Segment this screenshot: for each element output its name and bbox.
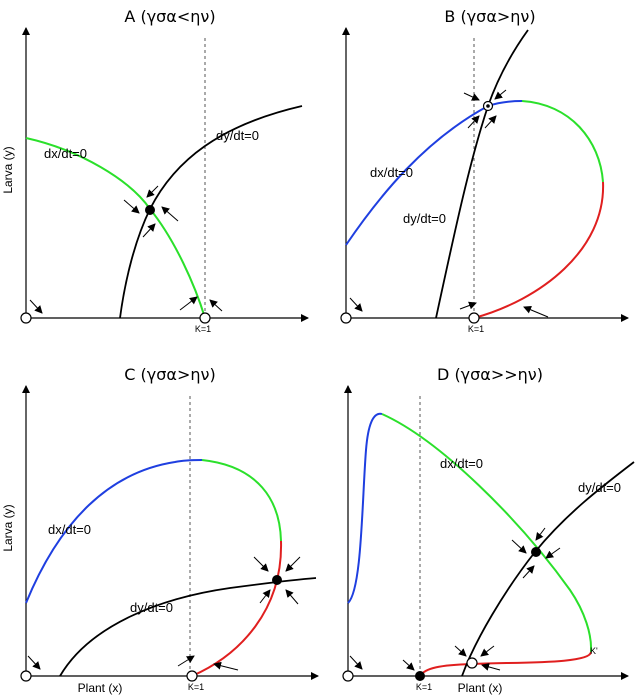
panel-c-dx-nullcline-green [201,459,282,542]
panel-d-xlabel: Plant (x) [458,681,503,695]
panel-b-arrows [349,89,549,318]
panel-b-dx-nullcline-red [473,181,605,319]
panel-a-dy-label: dy/dt=0 [216,128,259,143]
panel-c-dx-label: dx/dt=0 [48,522,91,537]
panel-d-k-label: K=1 [416,682,432,692]
panel-c: C (γσα>ην) Larva (y) Plant (x) dx/dt=0 d… [1,365,319,695]
panel-c-dx-nullcline-blue [25,459,203,604]
panel-a-dy-nullcline [119,105,303,319]
panel-c-arrows [27,556,301,671]
panel-b: B (γσα>ην) dx/dt=0 dy/dt=0 K=1 [340,7,629,334]
panel-d-equilibrium-stable [531,547,541,557]
panel-d-saddle-point [466,657,478,669]
panel-a-k-point [199,312,211,324]
panel-d-origin [342,670,354,682]
panel-d-title: D (γσα>>ην) [437,365,543,384]
panel-a-ylabel: Larva (y) [1,146,15,193]
panel-b-k-label: K=1 [468,324,484,334]
panel-d-dx-nullcline-green [381,413,593,653]
panel-d-k-point [415,671,425,681]
panel-c-equilibrium-stable [272,575,282,585]
panel-a-equilibrium-stable [145,205,155,215]
panel-b-dy-label: dy/dt=0 [403,211,446,226]
panel-d-dx-label: dx/dt=0 [440,456,483,471]
panel-d-dy-label: dy/dt=0 [578,480,621,495]
panel-d-dx-nullcline-red [419,651,592,677]
panel-b-title: B (γσα>ην) [444,7,535,26]
panel-a-origin [20,312,32,324]
panel-d: D (γσα>>ην) Plant (x) dx/dt=0 dy/dt=0 K=… [342,365,635,695]
panel-c-dy-nullcline [59,577,317,677]
panel-a-dx-label: dx/dt=0 [44,146,87,161]
panel-a-arrows [29,185,223,314]
panel-b-dx-nullcline-green [521,100,604,183]
panel-d-dx-nullcline-blue [347,412,383,604]
panel-c-dx-nullcline-red [191,540,283,677]
panel-c-k-point [186,670,198,682]
panel-a-dx-nullcline [25,137,206,319]
panel-d-arrows [349,527,561,671]
panel-c-dy-label: dy/dt=0 [130,600,173,615]
panel-b-dx-nullcline-blue [345,100,523,246]
panel-b-dx-label: dx/dt=0 [370,165,413,180]
panel-b-k-point [468,312,480,324]
panel-a: A (γσα<ην) Larva (y) dx/dt=0 dy/dt=0 K=1 [1,7,309,334]
panel-d-kprime-label: K' [590,646,598,656]
panel-b-dy-nullcline [435,29,529,319]
panel-a-k-label: K=1 [195,324,211,334]
panel-c-title: C (γσα>ην) [124,365,215,384]
panel-b-origin [340,312,352,324]
panel-c-k-label: K=1 [188,682,204,692]
panel-c-ylabel: Larva (y) [1,504,15,551]
panel-a-title: A (γσα<ην) [124,7,215,26]
panel-b-equilibrium-center [486,104,490,108]
panel-c-xlabel: Plant (x) [78,681,123,695]
panel-c-origin [20,670,32,682]
